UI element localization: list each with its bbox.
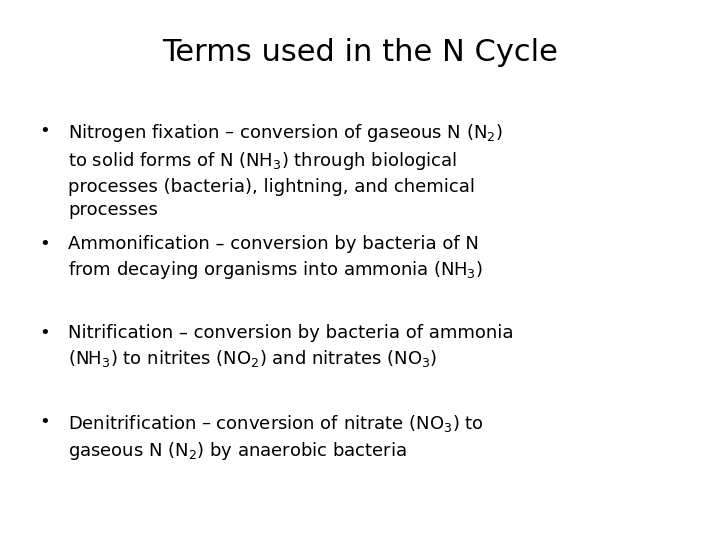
Text: •: •	[40, 324, 50, 342]
Text: Denitrification – conversion of nitrate (NO$_3$) to
gaseous N (N$_2$) by anaerob: Denitrification – conversion of nitrate …	[68, 413, 485, 462]
Text: Terms used in the N Cycle: Terms used in the N Cycle	[162, 38, 558, 67]
Text: •: •	[40, 122, 50, 139]
Text: Ammonification – conversion by bacteria of N
from decaying organisms into ammoni: Ammonification – conversion by bacteria …	[68, 235, 483, 281]
Text: •: •	[40, 235, 50, 253]
Text: Nitrification – conversion by bacteria of ammonia
(NH$_3$) to nitrites (NO$_2$) : Nitrification – conversion by bacteria o…	[68, 324, 514, 369]
Text: Nitrogen fixation – conversion of gaseous N (N$_2$)
to solid forms of N (NH$_3$): Nitrogen fixation – conversion of gaseou…	[68, 122, 503, 219]
Text: •: •	[40, 413, 50, 431]
